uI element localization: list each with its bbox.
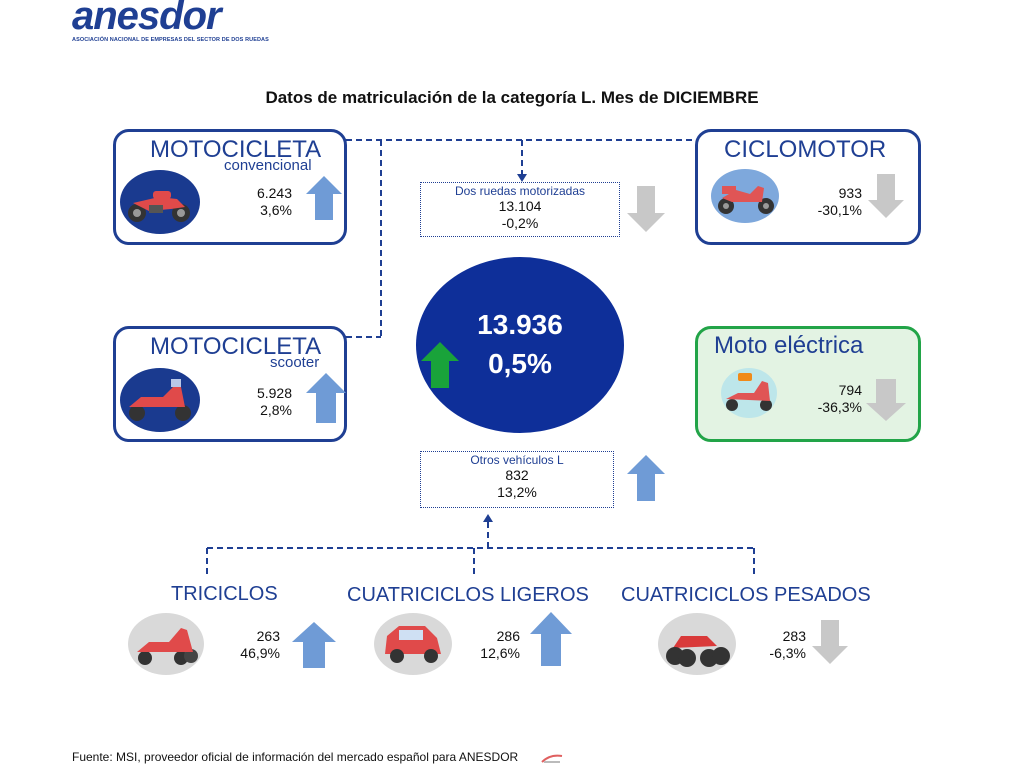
card-subtitle: scooter [270,354,320,371]
arrow-down-icon [627,186,665,232]
motorcycle-icon [120,170,200,234]
percent-value: 3,6% [260,202,292,218]
cuatriciclos-ligeros-title: CUATRICICLOS LIGEROS [347,584,589,606]
percent-value: 46,9% [240,645,280,661]
arrowhead-up-icon [483,514,493,522]
quad-icon [658,613,736,675]
total-oval [416,257,624,433]
arrow-down-icon [812,620,848,664]
page-title: Datos de matriculación de la categoría L… [265,88,759,107]
moped-icon [711,169,779,223]
microcar-icon [374,613,452,675]
card-title: MOTOCICLETA [150,333,322,360]
box-label: Dos ruedas motorizadas [454,184,586,198]
units-value: 263 [256,628,280,644]
source-footer: Fuente: MSI, proveedor oficial de inform… [72,750,519,764]
units-value: 6.243 [256,185,292,201]
arrow-up-icon [306,176,342,220]
electric-scooter-icon [721,368,777,418]
triciclos-title: TRICICLOS [171,583,278,605]
arrow-up-icon [627,455,665,501]
moto-electrica-card: Moto eléctrica 794 -36,3% [695,326,921,442]
dos-ruedas-box: Dos ruedas motorizadas 13.104 -0,2% [420,182,620,237]
motocicleta-scooter-card: MOTOCICLETA scooter 5.928 2,8% [113,326,347,442]
units-value: 794 [838,382,862,398]
logo-subtitle: ASOCIACIÓN NACIONAL DE EMPRESAS DEL SECT… [72,37,269,43]
arrow-up-green-icon [421,342,459,388]
scooter-icon [120,368,200,432]
percent-value: -6,3% [769,645,806,661]
card-title: MOTOCICLETA [150,136,322,163]
anesdor-logo: anesdor [72,0,222,38]
arrow-down-icon [868,174,904,218]
arrowhead-down-icon [517,174,527,182]
motocicleta-convencional-card: MOTOCICLETA convencional 6.243 3,6% [113,129,347,245]
arrow-up-icon [530,612,572,666]
arrow-up-icon [306,373,346,423]
card-title: CICLOMOTOR [724,136,887,163]
cuatriciclos-pesados-title: CUATRICICLOS PESADOS [621,584,871,606]
card-subtitle: convencional [224,157,312,174]
units-value: 286 [496,628,520,644]
total-percent: 0,5% [488,348,552,379]
ciclomotor-card: CICLOMOTOR 933 -30,1% [695,129,921,245]
percent-value: 2,8% [260,402,292,418]
tricycle-icon [128,613,204,675]
percent-value: -36,3% [817,399,862,415]
arrow-up-icon [292,622,336,668]
percent-value: -30,1% [817,202,862,218]
percent-value: -0,2% [501,215,539,231]
units-value: 933 [838,185,862,201]
total-value: 13.936 [477,309,563,340]
card-title: Moto eléctrica [714,332,864,359]
units-value: 283 [782,628,806,644]
otros-vehiculos-box: Otros vehículos L 832 13,2% [420,451,614,508]
arrow-down-icon [866,379,906,421]
percent-value: 13,2% [497,484,537,500]
percent-value: 12,6% [480,645,520,661]
units-value: 5.928 [256,385,292,401]
msi-logo-icon [541,754,563,763]
box-label: Otros vehículos L [470,453,564,467]
units-value: 832 [505,467,529,483]
units-value: 13.104 [498,198,542,214]
